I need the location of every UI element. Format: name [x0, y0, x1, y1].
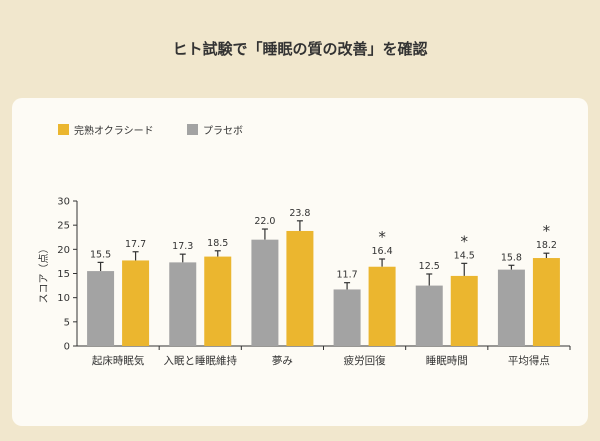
y-tick-label: 0	[64, 342, 70, 353]
chart-title: ヒト試験で「睡眠の質の改善」を確認	[172, 40, 428, 58]
data-label: 18.5	[207, 238, 228, 249]
bar	[368, 266, 396, 346]
bar	[450, 275, 478, 346]
data-label: 11.7	[337, 270, 358, 281]
data-label: 14.5	[454, 250, 475, 261]
bar	[122, 260, 150, 346]
legend-item-okra: 完熟オクラシード	[58, 122, 154, 137]
data-label: 17.3	[172, 241, 193, 252]
x-tick-label: 夢み	[272, 354, 293, 367]
legend-swatch	[187, 124, 198, 135]
legend-label: プラセボ	[203, 126, 243, 137]
bar	[532, 258, 560, 346]
y-tick-label: 20	[57, 245, 70, 256]
x-tick-label: 入眠と睡眠維持	[164, 354, 238, 367]
legend-item-placebo: プラセボ	[187, 122, 243, 137]
x-tick-label: 疲労回復	[344, 354, 386, 367]
data-label: 22.0	[254, 216, 275, 227]
data-label: 23.8	[289, 208, 310, 219]
significance-mark: *	[461, 232, 469, 250]
y-tick-label: 15	[57, 269, 70, 280]
bar	[251, 239, 279, 346]
bar	[497, 269, 525, 346]
data-label: 18.2	[536, 240, 557, 251]
bar	[87, 271, 115, 346]
x-tick-label: 起床時眠気	[92, 354, 145, 367]
x-tick-label: 平均得点	[508, 355, 550, 367]
data-label: 16.4	[372, 246, 393, 257]
data-label: 12.5	[419, 261, 440, 272]
bar	[333, 289, 361, 346]
significance-mark: *	[378, 228, 386, 246]
x-tick-label: 睡眠時間	[426, 354, 468, 367]
bar	[415, 285, 443, 346]
y-tick-label: 25	[57, 221, 70, 232]
y-tick-label: 30	[57, 197, 70, 208]
data-label: 17.7	[125, 239, 146, 250]
data-label: 15.5	[90, 249, 111, 260]
y-tick-label: 5	[64, 317, 70, 328]
y-tick-label: 10	[57, 293, 70, 304]
legend-swatch	[58, 124, 69, 135]
bar	[204, 256, 232, 346]
y-axis-label: スコア（点）	[38, 244, 50, 304]
bar	[169, 262, 197, 346]
bar	[286, 230, 314, 346]
legend-label: 完熟オクラシード	[74, 126, 154, 137]
data-label: 15.8	[501, 252, 522, 263]
significance-mark: *	[543, 222, 551, 240]
